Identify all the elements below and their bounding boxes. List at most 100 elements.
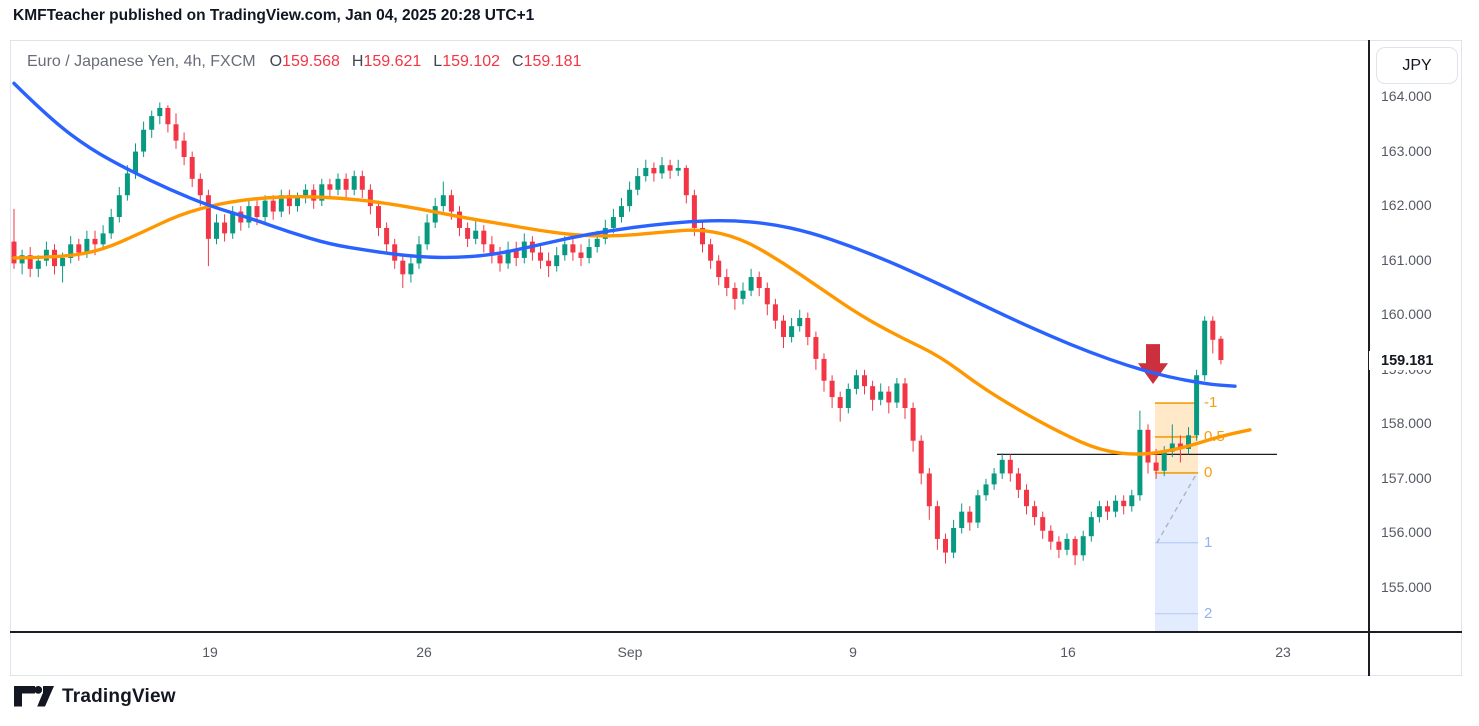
candle [400,260,406,275]
candle [367,189,373,207]
candle [1096,506,1102,518]
publish-byline: KMFTeacher published on TradingView.com,… [13,7,535,24]
price-tick-label: 160.000 [1381,306,1432,323]
candle [481,230,487,245]
candle [610,217,616,228]
candle [416,244,422,264]
price-tick-label: 162.000 [1381,197,1432,214]
candle [878,391,884,400]
candle [189,157,195,179]
candle [286,195,292,207]
price-tick-label: 155.000 [1381,579,1432,596]
candle [789,326,795,338]
candle [100,233,106,245]
chart-legend: Euro / Japanese Yen, 4h, FXCM O159.568 H15… [27,53,593,71]
candle [870,386,876,400]
dashed-trendline [1156,472,1198,544]
candle [440,195,446,207]
candle [473,230,479,239]
candle [853,375,859,389]
candle [270,200,276,212]
candle [740,290,746,299]
down-arrow-marker [1138,344,1168,384]
fib-level-label: 2 [1204,604,1213,622]
candle [829,380,835,398]
candle [141,129,147,152]
candle [700,227,705,245]
candle [319,184,325,201]
candle [797,317,803,327]
candle [1088,517,1094,537]
candle [497,255,503,264]
candle [359,176,365,190]
candle [43,249,49,261]
candle [902,383,908,408]
last-price-label: 159.181 [1369,351,1461,370]
candle [983,484,989,496]
candle [943,538,948,553]
candle [181,140,187,158]
fib-level-label: 1 [1204,533,1213,551]
candle [1040,517,1046,531]
candle [594,238,600,248]
time-axis-separator [10,631,1462,633]
candle [124,173,130,196]
currency-unit-button[interactable]: JPY [1376,47,1458,84]
candle [108,217,114,234]
candle [967,511,973,523]
candle [513,249,519,258]
tradingview-logo[interactable]: TradingView [14,686,176,708]
candle [975,495,981,523]
candle [262,200,268,218]
candle [35,260,41,269]
candle [562,244,568,256]
candle [683,167,689,196]
candle [586,247,592,258]
candle [1137,429,1143,496]
candle [465,227,471,239]
candle [886,391,892,403]
chart-widget-frame [10,40,1462,676]
candle [999,459,1005,474]
candle [1113,500,1119,512]
ohlc-low: L159.102 [433,53,501,70]
candle [1161,451,1167,471]
fib-level-label: 0.5 [1204,427,1225,445]
tradingview-logo-icon [14,686,54,707]
time-tick-label: 23 [1275,644,1291,660]
candle [1080,536,1086,556]
candle [1032,506,1038,518]
candle [862,375,867,387]
fib-level-label: -1 [1204,394,1218,412]
candle [432,206,438,223]
time-tick-label: 9 [849,644,857,660]
candle [230,211,236,234]
candle [602,227,608,239]
candle [619,206,624,218]
candle [60,257,66,267]
candle [554,255,560,267]
candle [691,195,697,228]
candle [659,165,665,174]
ohlc-high: H159.621 [351,53,422,70]
candle [1056,541,1062,550]
candle [376,206,381,228]
candle [845,388,851,408]
candle [1072,538,1078,556]
candle [667,165,673,171]
candle [538,252,543,261]
candle [675,167,681,171]
candle [1177,443,1183,449]
candle [991,473,997,485]
candle [92,238,98,245]
time-tick-label: Sep [617,644,643,660]
candle [781,320,786,338]
candle [173,124,179,141]
candle [837,397,843,408]
candle [205,195,211,239]
candle [1218,338,1224,360]
price-tick-label: 161.000 [1381,251,1432,268]
candle [222,222,228,234]
